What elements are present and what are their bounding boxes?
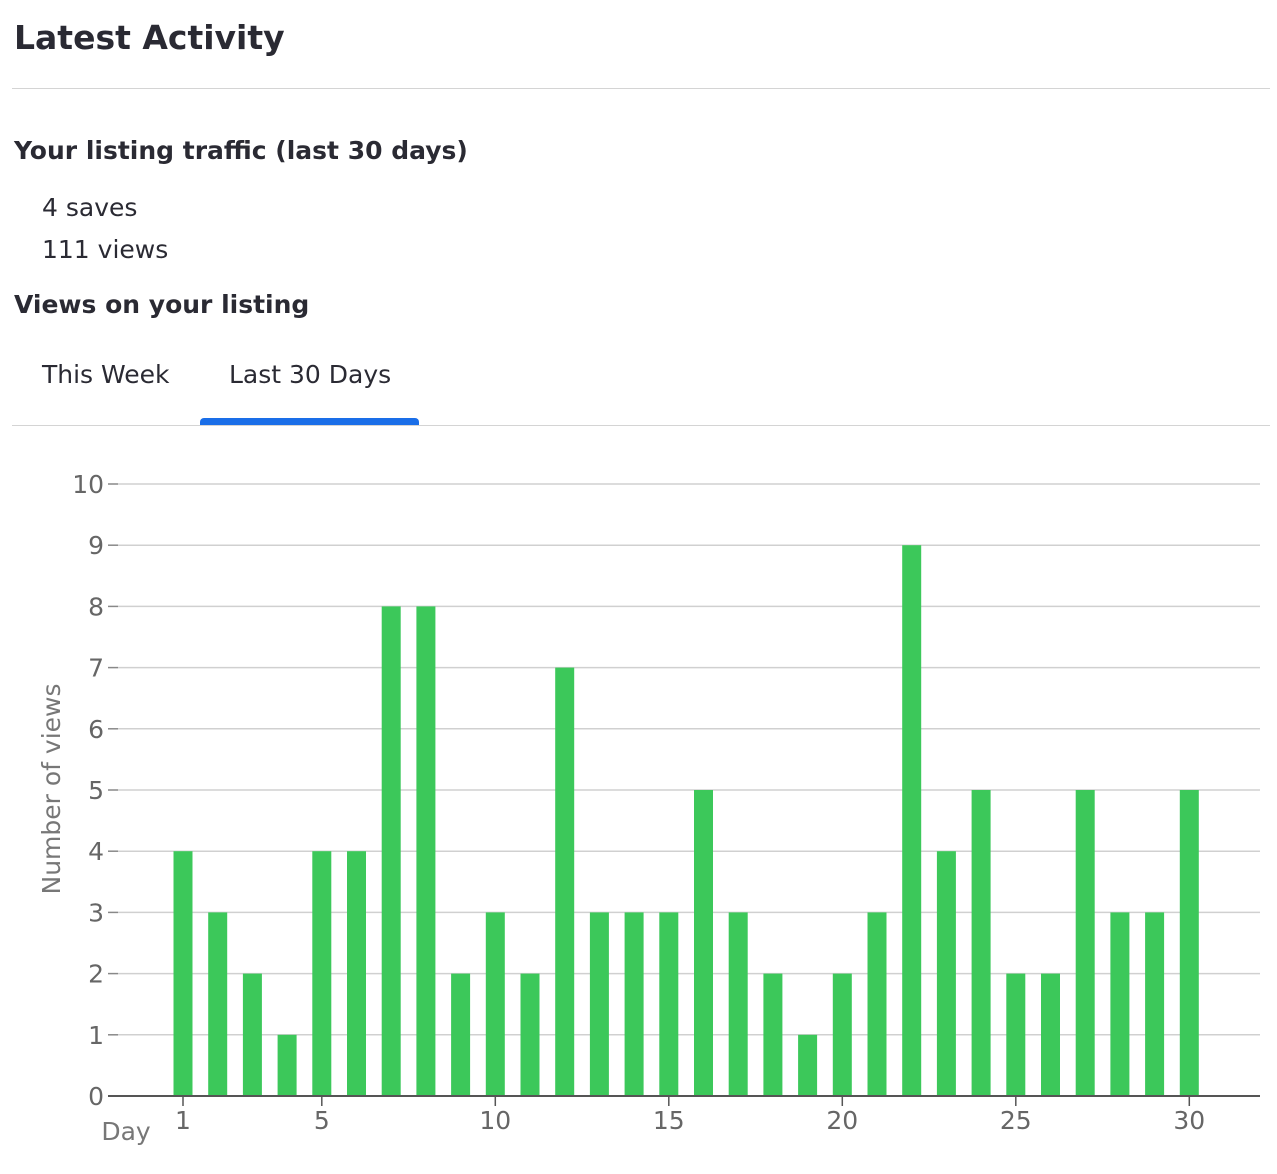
y-tick-label-10: 10	[72, 470, 104, 499]
y-tick-label-6: 6	[88, 715, 104, 744]
bar-day-3	[242, 973, 262, 1096]
bar-day-4	[277, 1034, 297, 1096]
bar-day-20	[832, 973, 852, 1096]
y-axis-label: Number of views	[37, 683, 66, 894]
y-tick-label-3: 3	[88, 898, 104, 927]
grid-lines	[118, 483, 1260, 1036]
x-tick-label-5: 5	[314, 1106, 330, 1135]
x-axis-label: Day	[101, 1117, 151, 1146]
y-tick-label-2: 2	[88, 960, 104, 989]
tabs-divider	[12, 425, 1270, 426]
bar-day-22	[902, 545, 922, 1096]
bar-day-5	[312, 851, 332, 1096]
x-tick-label-25: 25	[1000, 1106, 1032, 1135]
x-tick-label-20: 20	[826, 1106, 858, 1135]
y-tick-label-4: 4	[88, 837, 104, 866]
bar-day-10	[485, 912, 505, 1096]
bar-day-29	[1145, 912, 1165, 1096]
bar-day-7	[381, 606, 401, 1096]
bar-day-6	[347, 851, 366, 1096]
bar-day-25	[1006, 973, 1026, 1096]
bar-day-17	[728, 912, 748, 1096]
bar-day-21	[867, 912, 887, 1096]
views-count: 111 views	[42, 235, 169, 264]
active-tab-indicator	[200, 418, 419, 425]
views-heading: Views on your listing	[14, 290, 310, 319]
bar-day-13	[589, 912, 609, 1096]
tab-last-30-days[interactable]: Last 30 Days	[229, 360, 392, 389]
bars	[173, 545, 1199, 1096]
bar-day-14	[624, 912, 644, 1096]
header-divider	[12, 88, 1270, 89]
page-title: Latest Activity	[14, 18, 285, 57]
bar-day-28	[1110, 912, 1130, 1096]
bar-day-23	[936, 851, 956, 1096]
bar-day-27	[1075, 790, 1095, 1096]
x-tick-label-15: 15	[653, 1106, 685, 1135]
bar-day-2	[208, 912, 228, 1096]
bar-day-8	[416, 606, 436, 1096]
bar-day-18	[763, 973, 783, 1096]
bar-day-1	[173, 851, 193, 1096]
y-tick-label-7: 7	[88, 654, 104, 683]
y-tick-label-5: 5	[88, 776, 104, 805]
x-tick-label-10: 10	[479, 1106, 511, 1135]
y-tick-label-8: 8	[88, 592, 104, 621]
y-tick-label-0: 0	[88, 1082, 104, 1111]
bar-day-11	[520, 973, 540, 1096]
x-tick-label-1: 1	[175, 1106, 191, 1135]
bar-day-19	[798, 1034, 818, 1096]
traffic-heading: Your listing traffic (last 30 days)	[14, 136, 468, 165]
bar-day-9	[451, 973, 471, 1096]
bar-day-15	[659, 912, 679, 1096]
x-tick-label-30: 30	[1173, 1106, 1205, 1135]
y-tick-label-9: 9	[88, 531, 104, 560]
saves-count: 4 saves	[42, 193, 138, 222]
bar-day-30	[1179, 790, 1199, 1096]
bar-day-24	[971, 790, 991, 1096]
y-tick-label-1: 1	[88, 1021, 104, 1050]
bar-day-26	[1041, 973, 1060, 1096]
bar-day-12	[555, 667, 575, 1096]
tab-this-week[interactable]: This Week	[42, 360, 170, 389]
bar-day-16	[694, 790, 713, 1096]
